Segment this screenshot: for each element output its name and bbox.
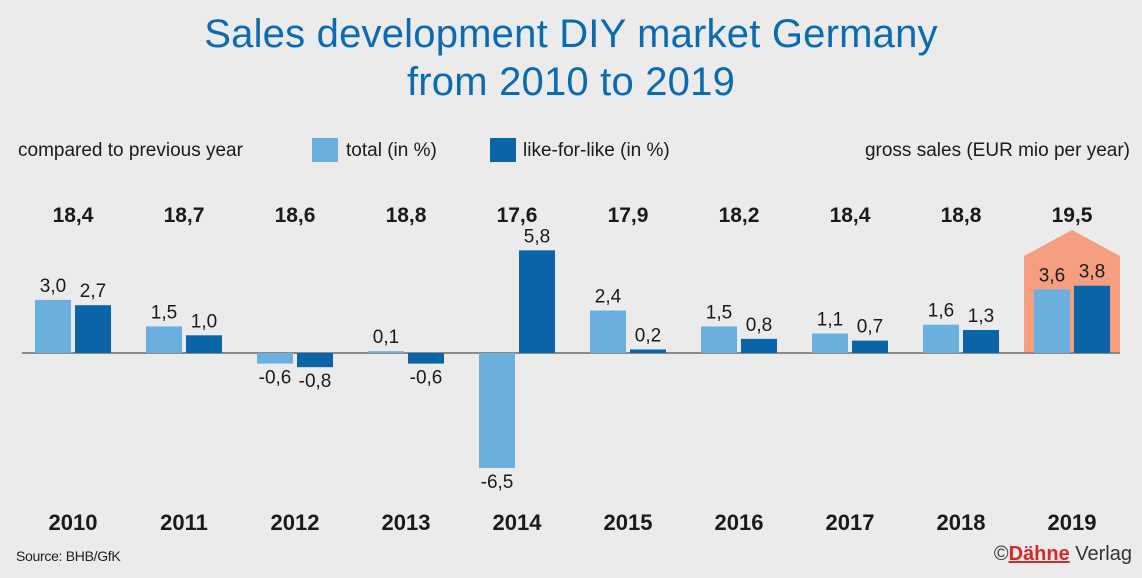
data-label-total-2015: 2,4 bbox=[595, 287, 622, 308]
data-label-total-2012: -0,6 bbox=[259, 368, 292, 389]
bar-lfl-2010 bbox=[75, 305, 111, 353]
legend-left-note: compared to previous year bbox=[18, 140, 243, 161]
chart-title: Sales development DIY market Germany fro… bbox=[0, 10, 1142, 106]
bar-lfl-2016 bbox=[741, 338, 777, 353]
gross-sales-label-2014: 17,6 bbox=[497, 204, 538, 227]
data-label-total-2013: 0,1 bbox=[373, 327, 399, 348]
bar-total-2013 bbox=[368, 351, 404, 353]
bar-lfl-2019 bbox=[1074, 285, 1110, 353]
bar-total-2010 bbox=[35, 299, 71, 353]
gross-sales-label-2019: 19,5 bbox=[1052, 204, 1093, 227]
gross-sales-label-2012: 18,6 bbox=[275, 204, 316, 227]
copyright-symbol: © bbox=[993, 543, 1009, 565]
data-label-lfl-2012: -0,8 bbox=[299, 371, 332, 392]
legend-swatch-total bbox=[312, 138, 338, 162]
data-label-lfl-2018: 1,3 bbox=[968, 306, 994, 327]
bar-total-2019 bbox=[1034, 289, 1070, 353]
bar-total-2017 bbox=[812, 333, 848, 353]
source-note: Source: BHB/GfK bbox=[16, 548, 121, 564]
x-tick-label-2017: 2017 bbox=[826, 510, 875, 535]
gross-sales-label-2016: 18,2 bbox=[719, 204, 760, 227]
copyright-brand: Dähne bbox=[1008, 543, 1070, 565]
x-tick-label-2019: 2019 bbox=[1048, 510, 1097, 535]
data-label-lfl-2014: 5,8 bbox=[524, 226, 550, 247]
gross-sales-label-2018: 18,8 bbox=[941, 204, 982, 227]
data-label-lfl-2017: 0,7 bbox=[857, 317, 883, 338]
bar-lfl-2011 bbox=[186, 335, 222, 353]
data-label-lfl-2010: 2,7 bbox=[80, 281, 106, 302]
x-tick-label-2014: 2014 bbox=[493, 510, 543, 535]
data-label-total-2014: -6,5 bbox=[481, 472, 514, 493]
bar-lfl-2015 bbox=[630, 349, 666, 353]
bar-total-2015 bbox=[590, 310, 626, 353]
data-label-total-2017: 1,1 bbox=[817, 310, 843, 331]
gross-sales-label-2017: 18,4 bbox=[830, 204, 871, 227]
data-label-total-2011: 1,5 bbox=[151, 302, 177, 323]
data-label-lfl-2013: -0,6 bbox=[410, 368, 443, 389]
bar-lfl-2013 bbox=[408, 353, 444, 364]
x-tick-label-2013: 2013 bbox=[382, 510, 431, 535]
copyright-note: ©Dähne Verlag bbox=[994, 543, 1132, 566]
legend: compared to previous year total (in %) l… bbox=[0, 136, 1142, 166]
bar-total-2018 bbox=[923, 324, 959, 353]
gross-sales-label-2010: 18,4 bbox=[53, 204, 94, 227]
data-label-lfl-2019: 3,8 bbox=[1079, 262, 1105, 283]
x-tick-label-2015: 2015 bbox=[604, 510, 653, 535]
data-label-lfl-2015: 0,2 bbox=[635, 325, 661, 346]
legend-label-lfl: like-for-like (in %) bbox=[523, 140, 670, 161]
data-label-total-2016: 1,5 bbox=[706, 302, 732, 323]
gross-sales-label-2015: 17,9 bbox=[608, 204, 649, 227]
data-label-lfl-2016: 0,8 bbox=[746, 315, 772, 336]
bar-total-2014 bbox=[479, 353, 515, 469]
data-label-lfl-2011: 1,0 bbox=[191, 311, 217, 332]
bar-lfl-2014 bbox=[519, 250, 555, 353]
chart-title-line-2: from 2010 to 2019 bbox=[406, 60, 736, 104]
x-tick-label-2018: 2018 bbox=[937, 510, 986, 535]
chart-title-line-1: Sales development DIY market Germany bbox=[204, 12, 938, 56]
copyright-suffix: Verlag bbox=[1069, 543, 1132, 565]
bar-lfl-2012 bbox=[297, 353, 333, 368]
x-tick-label-2010: 2010 bbox=[49, 510, 98, 535]
x-tick-label-2011: 2011 bbox=[160, 510, 208, 535]
data-label-total-2018: 1,6 bbox=[928, 301, 954, 322]
legend-swatch-lfl bbox=[490, 138, 516, 162]
x-tick-label-2016: 2016 bbox=[715, 510, 764, 535]
legend-label-total: total (in %) bbox=[346, 140, 437, 161]
bar-lfl-2018 bbox=[963, 329, 999, 353]
data-label-total-2019: 3,6 bbox=[1039, 265, 1065, 286]
gross-sales-label-2011: 18,7 bbox=[164, 204, 205, 227]
bar-total-2012 bbox=[257, 353, 293, 364]
bar-total-2016 bbox=[701, 326, 737, 353]
bar-lfl-2017 bbox=[852, 340, 888, 353]
data-label-total-2010: 3,0 bbox=[40, 276, 66, 297]
x-tick-label-2012: 2012 bbox=[271, 510, 320, 535]
legend-right-note: gross sales (EUR mio per year) bbox=[864, 140, 1130, 161]
gross-sales-label-2013: 18,8 bbox=[386, 204, 427, 227]
bar-total-2011 bbox=[146, 326, 182, 353]
